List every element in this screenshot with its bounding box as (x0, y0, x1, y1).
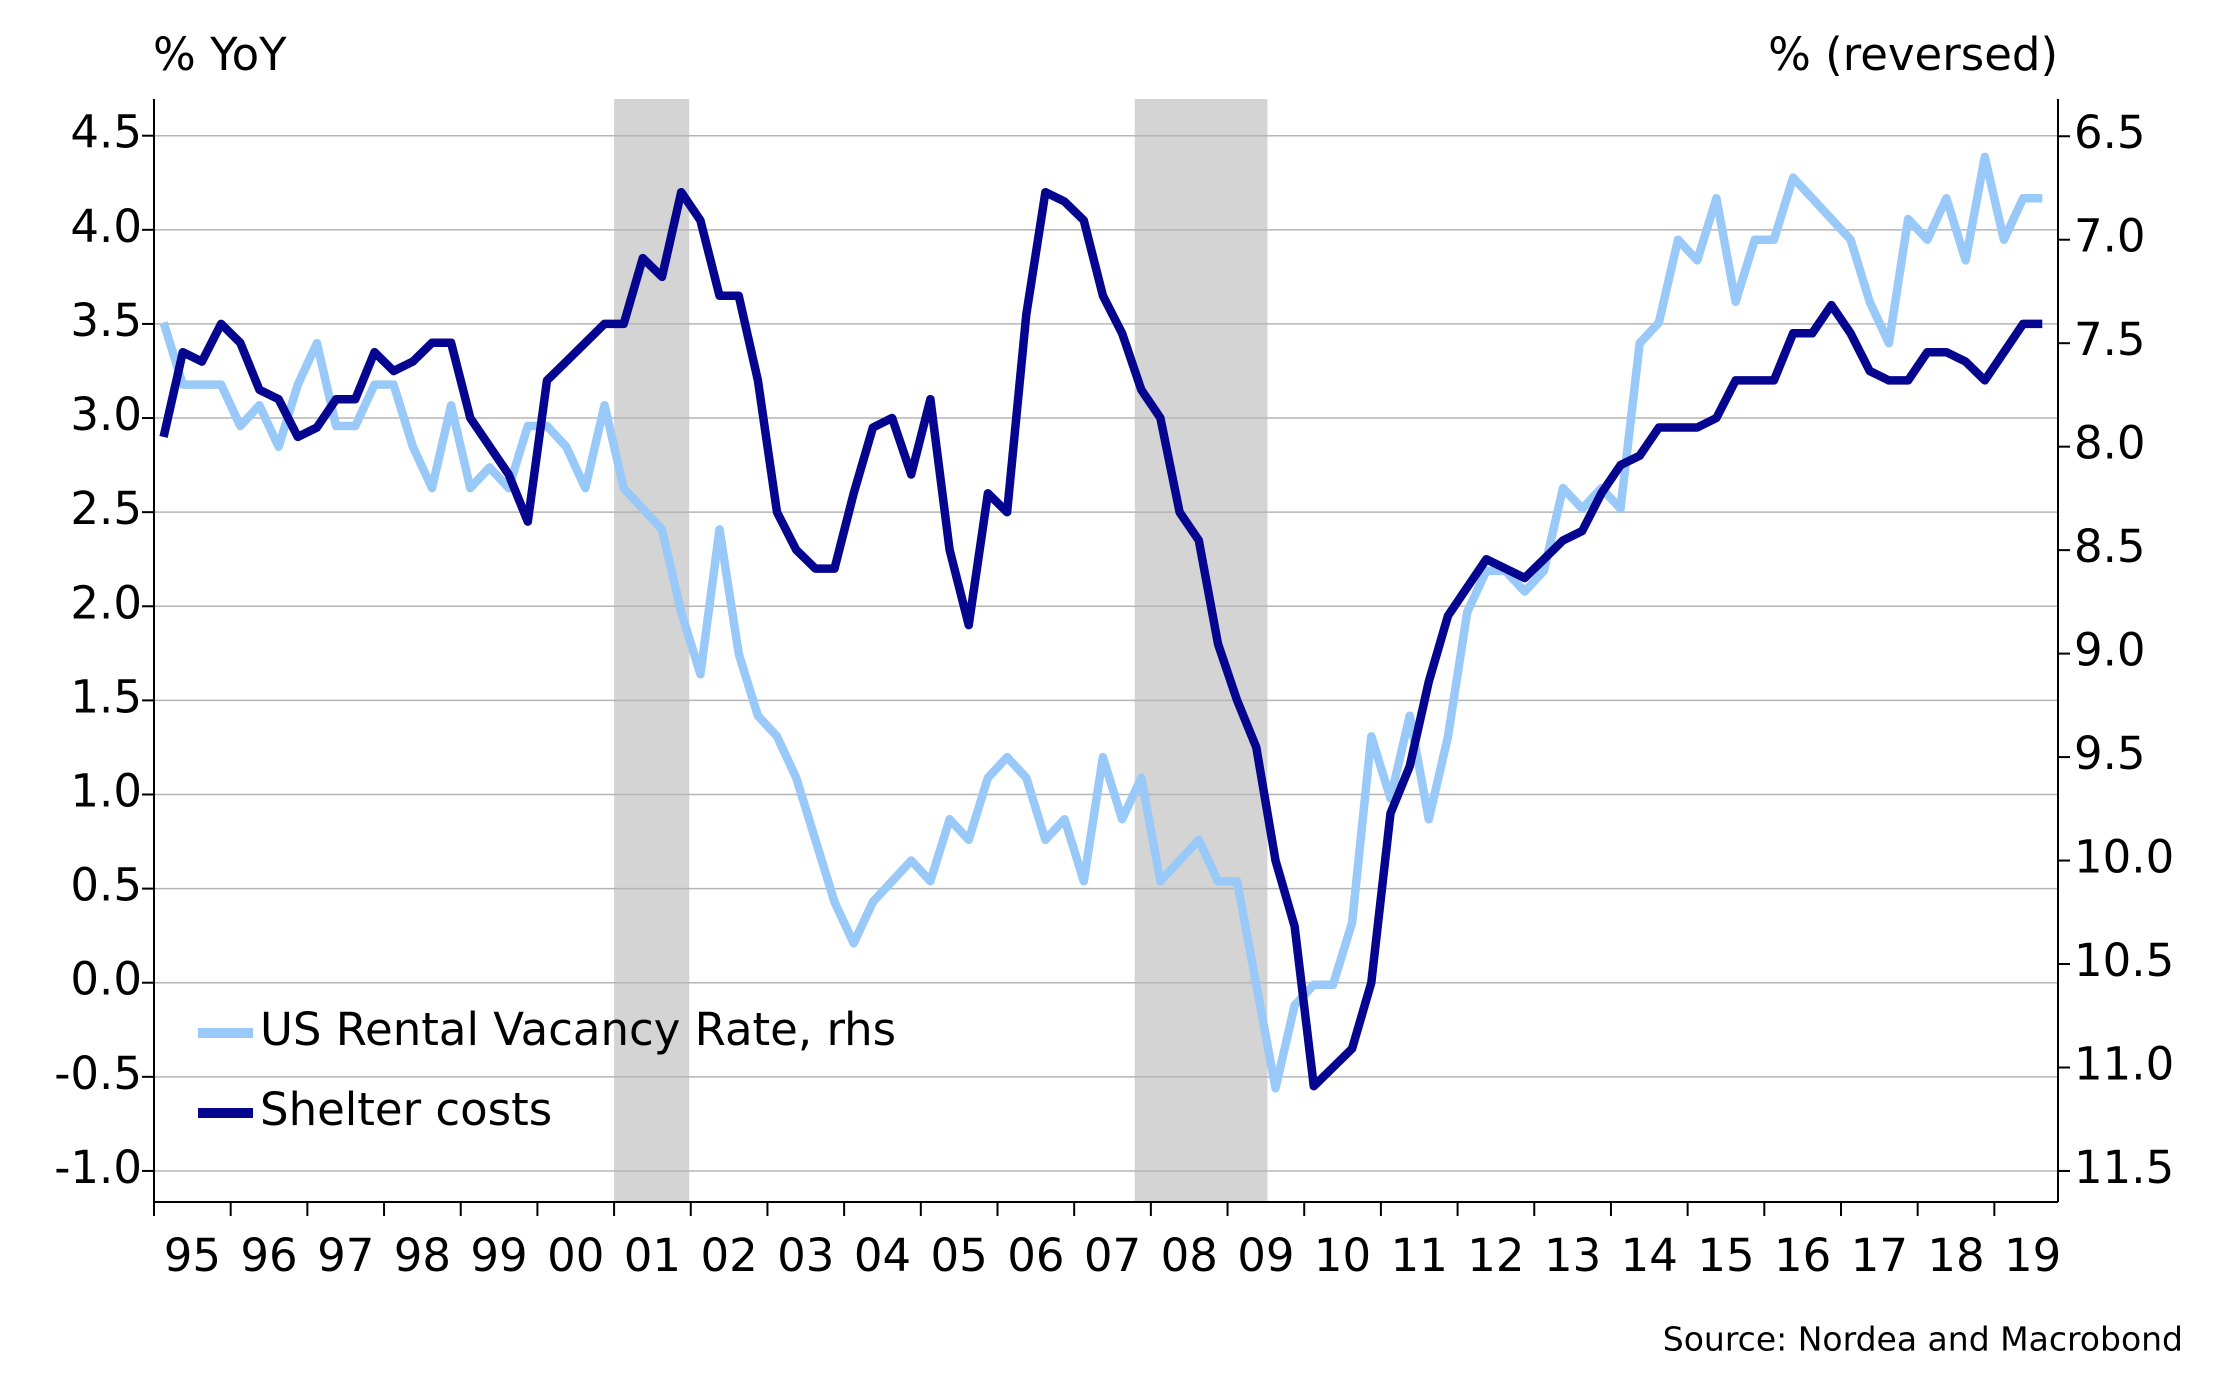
x-tick-label: 07 (1084, 1229, 1141, 1282)
x-tick-label: 19 (2004, 1229, 2061, 1282)
y-tick-label: -0.5 (54, 1047, 142, 1100)
y2-tick-label: 11.5 (2074, 1141, 2174, 1194)
legend-label: US Rental Vacancy Rate, rhs (260, 1003, 896, 1056)
y2-tick-label: 6.5 (2074, 106, 2146, 159)
x-tick-label: 12 (1467, 1229, 1524, 1282)
recession-shade (614, 99, 690, 1202)
y-tick-label: 0.0 (70, 953, 142, 1006)
y2-tick-label: 8.0 (2074, 417, 2146, 470)
x-tick-label: 04 (854, 1229, 911, 1282)
y2-tick-label: 11.0 (2074, 1037, 2174, 1090)
y2-tick-label: 8.5 (2074, 520, 2146, 573)
x-tick-label: 08 (1161, 1229, 1218, 1282)
y-tick-label: 2.0 (70, 576, 142, 629)
x-tick-label: 06 (1007, 1229, 1064, 1282)
x-tick-label: 99 (470, 1229, 527, 1282)
x-tick-label: 09 (1237, 1229, 1294, 1282)
x-tick-label: 14 (1621, 1229, 1678, 1282)
y-axis-title: % YoY (153, 28, 287, 81)
y2-tick-label: 10.5 (2074, 934, 2174, 987)
y-tick-label: 4.5 (70, 106, 142, 159)
y-tick-label: 1.0 (70, 764, 142, 817)
y2-tick-label: 10.0 (2074, 831, 2174, 884)
y-tick-label: 3.5 (70, 294, 142, 347)
y-tick-label: 0.5 (70, 859, 142, 912)
y2-tick-label: 7.0 (2074, 210, 2146, 263)
x-tick-label: 13 (1544, 1229, 1601, 1282)
x-tick-label: 17 (1851, 1229, 1908, 1282)
x-tick-label: 01 (624, 1229, 681, 1282)
y2-tick-label: 9.0 (2074, 624, 2146, 677)
y-tick-label: -1.0 (54, 1141, 142, 1194)
x-tick-label: 18 (1927, 1229, 1984, 1282)
y-tick-label: 4.0 (70, 200, 142, 253)
recession-shade (1134, 99, 1268, 1202)
y2-tick-label: 7.5 (2074, 313, 2146, 366)
series-line (159, 152, 2043, 1093)
source: Source: Nordea and Macrobond (1663, 1320, 2183, 1359)
x-tick-label: 16 (1774, 1229, 1831, 1282)
x-tick-label: 11 (1391, 1229, 1448, 1282)
x-tick-label: 03 (777, 1229, 834, 1282)
y-tick-label: 1.5 (70, 670, 142, 723)
y2-axis-title: % (reversed) (1768, 28, 2058, 81)
x-tick-label: 15 (1697, 1229, 1754, 1282)
y-tick-label: 2.5 (70, 482, 142, 535)
y2-tick-label: 9.5 (2074, 727, 2146, 780)
x-tick-label: 97 (317, 1229, 374, 1282)
x-tick-label: 98 (394, 1229, 451, 1282)
x-tick-label: 10 (1314, 1229, 1371, 1282)
x-tick-label: 96 (240, 1229, 297, 1282)
x-tick-label: 02 (700, 1229, 757, 1282)
legend-label: Shelter costs (260, 1083, 552, 1136)
x-tick-label: 05 (931, 1229, 988, 1282)
y-tick-label: 3.0 (70, 388, 142, 441)
x-tick-label: 00 (547, 1229, 604, 1282)
x-tick-label: 95 (164, 1229, 221, 1282)
series-line (159, 187, 2043, 1091)
